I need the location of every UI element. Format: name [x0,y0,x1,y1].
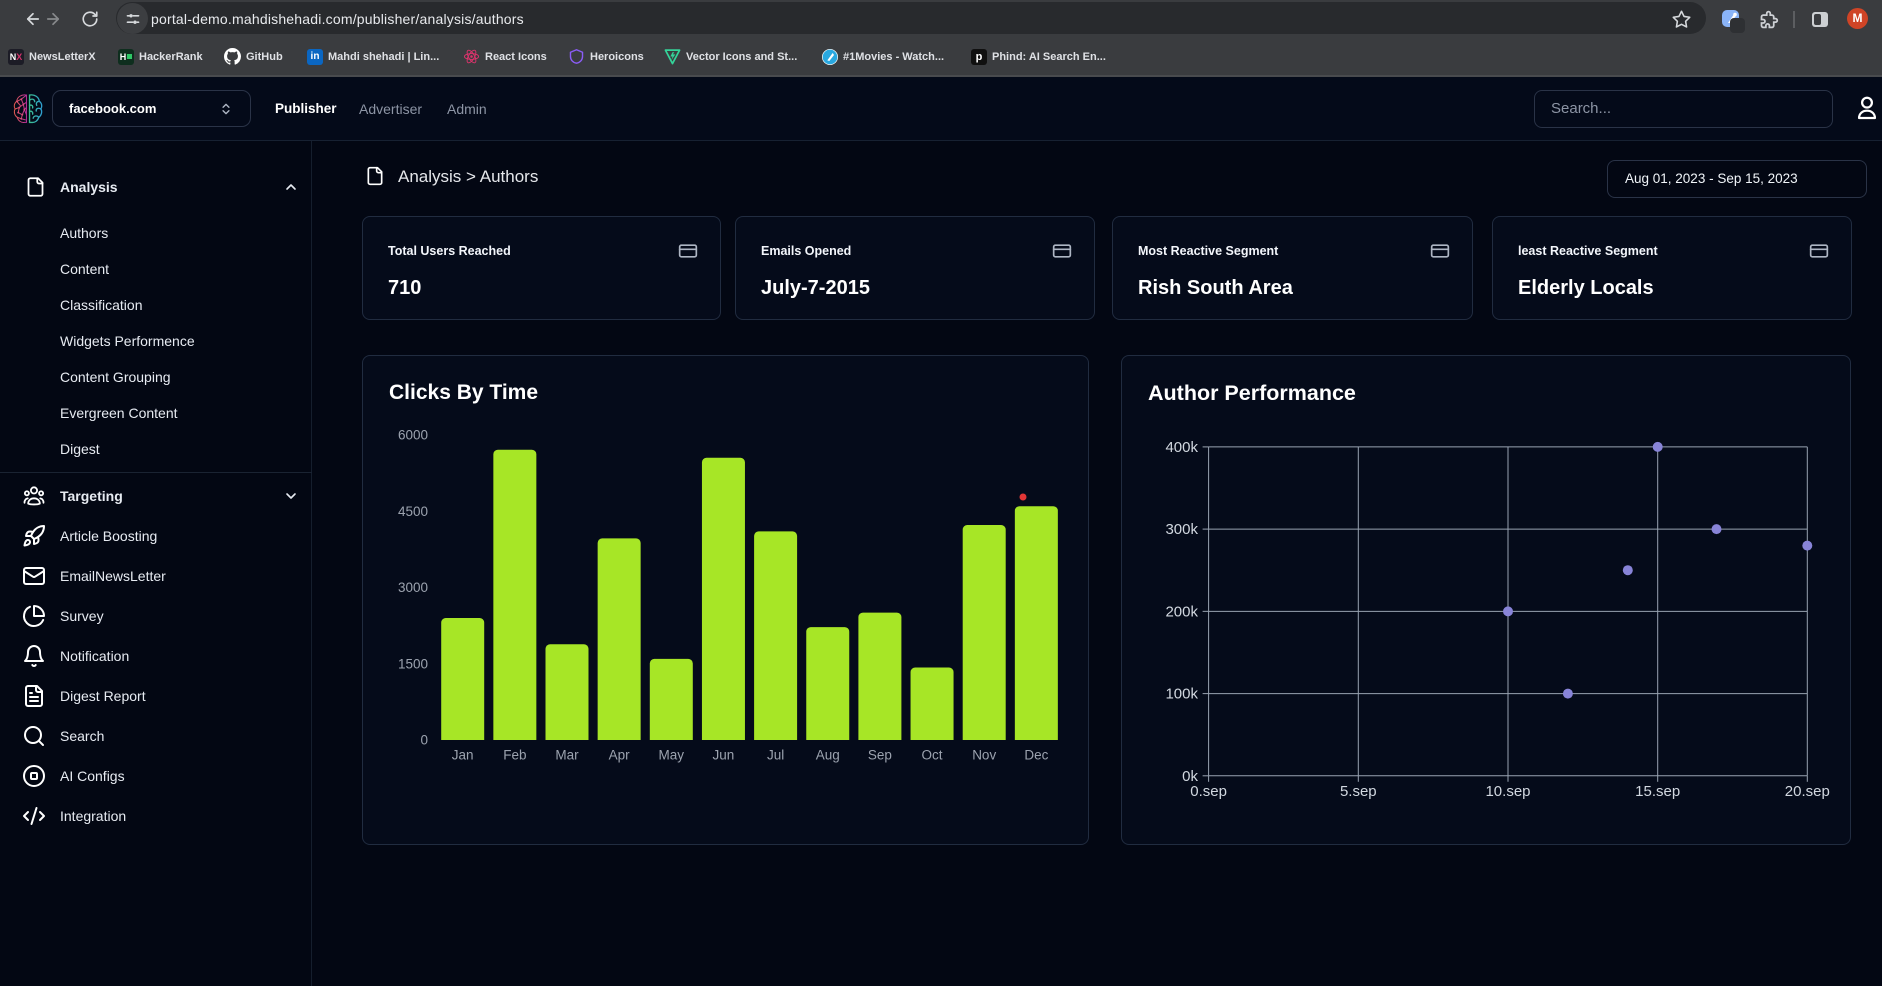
svg-text:3000: 3000 [398,580,428,595]
svg-text:May: May [659,748,685,763]
svg-text:Dec: Dec [1024,748,1048,763]
svg-text:10.sep: 10.sep [1485,783,1530,800]
svg-text:6000: 6000 [398,428,428,443]
svg-text:0: 0 [420,733,428,748]
svg-text:Mar: Mar [555,748,579,763]
svg-text:0k: 0k [1182,768,1198,785]
svg-text:Oct: Oct [922,748,943,763]
svg-text:20.sep: 20.sep [1785,783,1830,800]
svg-text:200k: 200k [1165,603,1198,620]
svg-text:Nov: Nov [972,748,996,763]
svg-text:300k: 300k [1165,521,1198,538]
svg-text:Aug: Aug [816,748,840,763]
svg-text:0.sep: 0.sep [1190,783,1227,800]
svg-text:Feb: Feb [503,748,526,763]
svg-text:Jan: Jan [452,748,474,763]
svg-text:100k: 100k [1165,686,1198,703]
svg-text:Sep: Sep [868,748,892,763]
svg-text:5.sep: 5.sep [1340,783,1377,800]
svg-text:Jul: Jul [767,748,784,763]
svg-text:1500: 1500 [398,656,428,671]
svg-text:Jun: Jun [713,748,735,763]
svg-text:15.sep: 15.sep [1635,783,1680,800]
svg-text:400k: 400k [1165,439,1198,456]
svg-text:4500: 4500 [398,504,428,519]
svg-text:Apr: Apr [609,748,631,763]
